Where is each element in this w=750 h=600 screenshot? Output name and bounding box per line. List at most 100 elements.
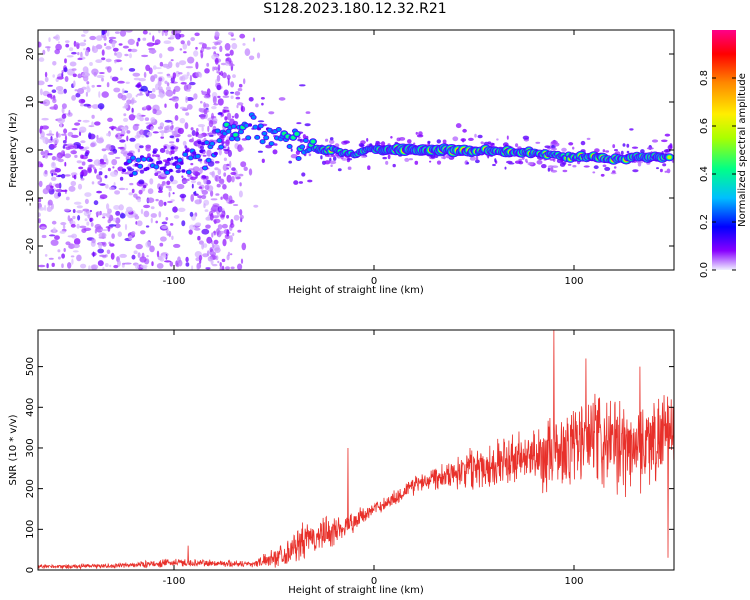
noise-blob <box>55 156 59 161</box>
noise-blob <box>148 67 153 75</box>
noise-blob <box>170 223 174 226</box>
noise-blob <box>63 128 68 134</box>
noise-blob <box>108 151 115 155</box>
ridge-blob <box>197 140 202 145</box>
noise-blob <box>173 146 179 150</box>
noise-blob <box>175 70 180 77</box>
ridge-blob <box>264 135 269 140</box>
noise-blob <box>228 201 233 205</box>
noise-blob <box>158 199 164 207</box>
noise-blob <box>64 135 68 142</box>
noise-blob <box>223 71 226 78</box>
noise-blob <box>216 213 221 217</box>
noise-blob <box>229 235 233 243</box>
noise-blob <box>135 84 142 87</box>
noise-blob <box>190 37 195 42</box>
noise-blob <box>67 262 72 269</box>
ridge-blob <box>224 122 229 127</box>
noise-blob <box>204 209 209 212</box>
noise-blob <box>96 137 104 144</box>
noise-blob <box>169 141 175 144</box>
noise-blob <box>76 223 80 229</box>
noise-blob <box>221 258 226 263</box>
ridge-blob <box>206 158 211 163</box>
noise-blob <box>71 68 77 71</box>
noise-blob <box>53 173 58 176</box>
noise-blob <box>240 161 247 168</box>
noise-blob <box>38 41 41 48</box>
noise-blob <box>236 104 239 109</box>
noise-blob <box>185 66 194 69</box>
noise-blob <box>97 260 104 267</box>
noise-blob <box>143 210 150 218</box>
noise-blob <box>93 200 99 206</box>
noise-blob <box>115 31 121 34</box>
noise-blob <box>182 140 187 146</box>
noise-blob <box>228 31 234 36</box>
noise-blob <box>86 221 90 226</box>
noise-blob <box>166 75 175 78</box>
noise-blob <box>299 138 304 143</box>
noise-blob <box>556 158 564 164</box>
noise-blob <box>51 89 57 93</box>
noise-blob <box>130 98 135 105</box>
noise-blob <box>117 231 123 237</box>
noise-blob <box>225 139 230 147</box>
noise-blob <box>175 33 181 40</box>
noise-blob <box>416 134 424 138</box>
noise-blob <box>91 114 95 119</box>
noise-blob <box>95 59 103 63</box>
noise-blob <box>253 204 259 208</box>
noise-blob <box>441 156 447 159</box>
noise-blob <box>413 142 416 145</box>
noise-blob <box>164 30 168 37</box>
noise-blob <box>207 132 214 136</box>
snr-axes: -100 0 100 0 100 200 300 400 500 <box>25 330 674 587</box>
noise-blob <box>525 160 529 164</box>
noise-blob <box>107 219 111 224</box>
noise-blob <box>83 39 87 43</box>
noise-blob <box>171 235 174 240</box>
noise-blob <box>81 34 86 37</box>
noise-blob <box>57 90 65 95</box>
noise-blob <box>58 41 60 44</box>
noise-blob <box>189 81 196 86</box>
noise-blob <box>164 103 167 108</box>
noise-blob <box>47 84 54 87</box>
noise-blob <box>429 160 432 163</box>
noise-blob <box>90 264 99 270</box>
noise-blob <box>193 93 198 100</box>
noise-blob <box>214 160 220 164</box>
noise-blob <box>201 228 210 235</box>
noise-blob <box>38 218 41 224</box>
noise-blob <box>211 170 216 178</box>
noise-blob <box>40 226 46 229</box>
noise-blob <box>567 163 572 166</box>
noise-blob <box>84 218 88 222</box>
noise-blob <box>77 88 85 95</box>
noise-blob <box>140 85 148 92</box>
noise-blob <box>136 112 142 120</box>
noise-blob <box>504 166 507 170</box>
noise-blob <box>131 254 136 260</box>
noise-blob <box>460 138 467 142</box>
noise-blob <box>278 97 286 101</box>
noise-blob <box>347 166 352 170</box>
noise-blob <box>333 156 337 161</box>
noise-blob <box>123 262 132 265</box>
ridge-blob <box>307 148 312 152</box>
noise-blob <box>226 74 231 81</box>
noise-blob <box>518 158 522 162</box>
noise-blob <box>189 211 194 217</box>
noise-blob <box>231 176 235 183</box>
noise-blob <box>159 61 164 67</box>
noise-blob <box>39 127 42 134</box>
noise-blob <box>191 130 196 136</box>
noise-blob <box>121 94 127 101</box>
noise-blob <box>60 222 67 226</box>
noise-blob <box>427 140 431 144</box>
noise-blob <box>415 131 418 135</box>
noise-blob <box>49 106 57 110</box>
noise-blob <box>544 145 551 149</box>
